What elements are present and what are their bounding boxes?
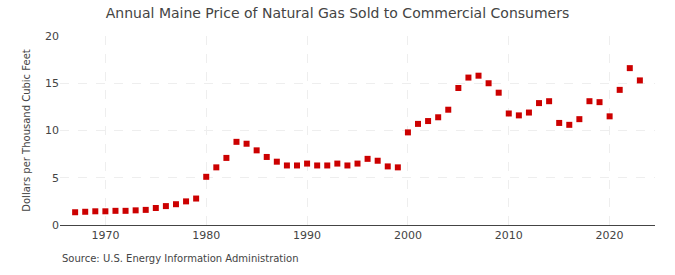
- svg-text:20: 20: [45, 30, 59, 43]
- svg-text:2000: 2000: [394, 229, 422, 242]
- svg-text:15: 15: [45, 77, 59, 90]
- svg-text:Source: U.S. Energy Informatio: Source: U.S. Energy Information Administ…: [62, 253, 299, 264]
- svg-text:5: 5: [52, 172, 59, 185]
- svg-text:2020: 2020: [596, 229, 624, 242]
- svg-text:2010: 2010: [495, 229, 523, 242]
- svg-text:10: 10: [45, 124, 59, 137]
- svg-text:1970: 1970: [91, 229, 119, 242]
- svg-text:1990: 1990: [293, 229, 321, 242]
- svg-text:1980: 1980: [192, 229, 220, 242]
- svg-text:Dollars per Thousand Cubic Fee: Dollars per Thousand Cubic Feet: [21, 49, 32, 212]
- svg-text:0: 0: [52, 219, 59, 232]
- svg-text:Annual Maine Price of Natural: Annual Maine Price of Natural Gas Sold t…: [106, 5, 569, 21]
